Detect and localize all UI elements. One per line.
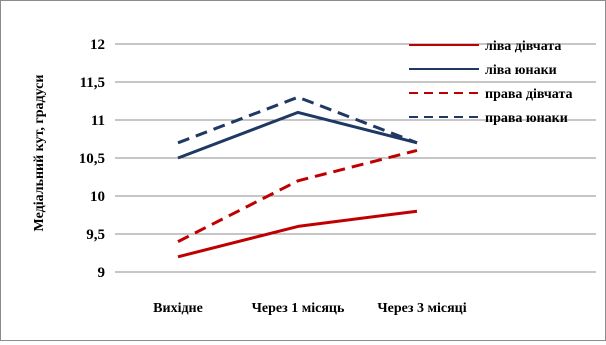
- x-axis-categories: Вихідне Через 1 місяць Через 3 місяці: [153, 301, 467, 316]
- legend-label: права юнаки: [485, 111, 568, 126]
- y-axis-label: Медіальний кут, градуси: [32, 75, 47, 232]
- legend-label: права дівчата: [485, 87, 573, 102]
- line-chart: 9 9,5 10 10,5 11 11,5 12 Вихідне Через 1 місяць…: [32, 37, 596, 316]
- y-tick-label: 11: [91, 113, 105, 129]
- series-line: [177, 110, 418, 160]
- legend-label: ліва юнаки: [485, 63, 557, 78]
- series-line: [177, 148, 418, 243]
- legend-label: ліва дівчата: [485, 39, 561, 54]
- y-tick-label: 10,5: [79, 151, 105, 167]
- y-axis-ticks: 9 9,5 10 10,5 11 11,5 12: [79, 37, 105, 281]
- y-tick-label: 11,5: [80, 75, 105, 91]
- series-line: [177, 209, 418, 259]
- x-category-label: Через 3 місяці: [377, 301, 466, 316]
- series-lines: [177, 95, 418, 259]
- y-tick-label: 12: [90, 37, 105, 53]
- y-tick-label: 10: [90, 189, 105, 205]
- legend: ліва дівчата ліва юнаки права дівчата права…: [409, 39, 573, 126]
- x-category-label: Вихідне: [153, 301, 203, 316]
- y-tick-label: 9: [98, 265, 106, 281]
- series-line: [177, 95, 418, 145]
- x-category-label: Через 1 місяць: [252, 301, 345, 316]
- y-tick-label: 9,5: [86, 227, 105, 243]
